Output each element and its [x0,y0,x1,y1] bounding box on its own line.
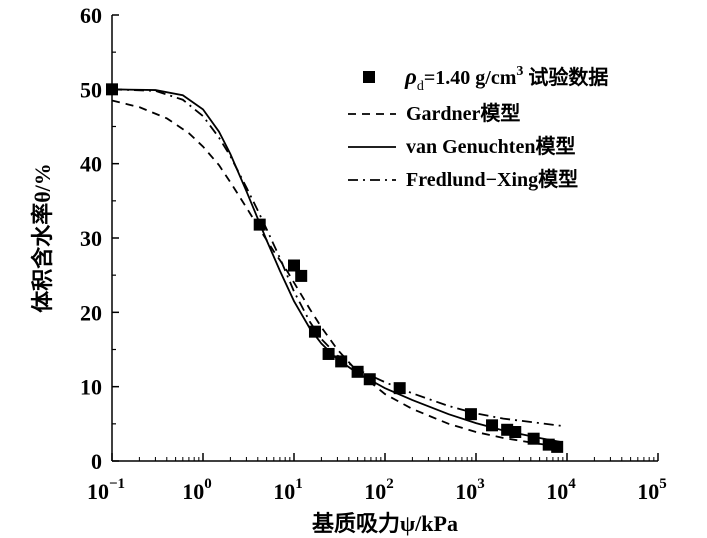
legend-label-tail: 试验数据 [523,65,608,89]
y-tick-label: 60 [80,3,102,28]
y-tick-label: 30 [80,226,102,251]
legend-label-text: =1.40 g/cm [424,67,517,89]
x-tick-label: 10−1 [87,476,125,504]
x-tick-label: 101 [273,476,303,504]
data-point [527,432,540,445]
x-tick-label: 104 [546,476,576,504]
x-tick-exponent: 0 [204,476,212,492]
data-point [486,419,499,432]
data-point [335,355,348,368]
fredlund-xing-curve [111,88,563,427]
y-tick-label: 10 [80,375,102,400]
y-tick-label: 20 [80,300,102,325]
x-tick-label: 103 [455,476,485,504]
legend-label-sup: 3 [516,64,523,79]
plot-area [106,83,564,453]
legend-label-rho: ρ [404,64,417,89]
legend-label: van Genuchten模型 [406,134,575,158]
legend-label-sub: d [417,79,424,94]
data-point [551,440,564,453]
x-tick-label: 102 [364,476,394,504]
x-tick-exponent: 1 [295,476,303,492]
legend-label: ρd=1.40 g/cm3 试验数据 [404,64,608,94]
x-tick-exponent: −1 [109,476,125,492]
data-point [288,259,300,272]
data-point [393,382,406,395]
x-tick-base: 10 [87,479,109,504]
x-tick-exponent: 3 [477,476,485,492]
x-axis-title: 基质吸力ψ/kPa [312,511,458,536]
x-tick-base: 10 [364,479,386,504]
x-tick-base: 10 [273,479,295,504]
y-axis-title: 体积含水率θ/% [30,163,55,313]
data-point [253,218,266,231]
legend-label: Fredlund−Xing模型 [406,167,578,191]
x-tick-base: 10 [637,479,659,504]
x-tick-exponent: 5 [659,476,667,492]
legend-symbol-square [363,71,375,83]
x-tick-base: 10 [455,479,477,504]
gardner-curve [111,99,563,448]
data-point [295,269,308,282]
data-point [509,426,522,439]
x-tick-exponent: 4 [568,476,576,492]
data-point [308,325,321,338]
x-tick-label: 105 [637,476,667,504]
y-tick-label: 0 [91,449,102,474]
y-tick-label: 50 [80,77,102,102]
data-point [464,408,477,421]
data-point [363,373,376,386]
x-tick-label: 100 [182,476,212,504]
x-tick-base: 10 [546,479,568,504]
data-point [322,347,335,360]
x-tick-exponent: 2 [386,476,394,492]
legend-label: Gardner模型 [406,101,520,125]
van-genuchten-curve [111,88,564,444]
y-tick-label: 40 [80,152,102,177]
data-point [351,365,364,378]
x-tick-base: 10 [182,479,204,504]
